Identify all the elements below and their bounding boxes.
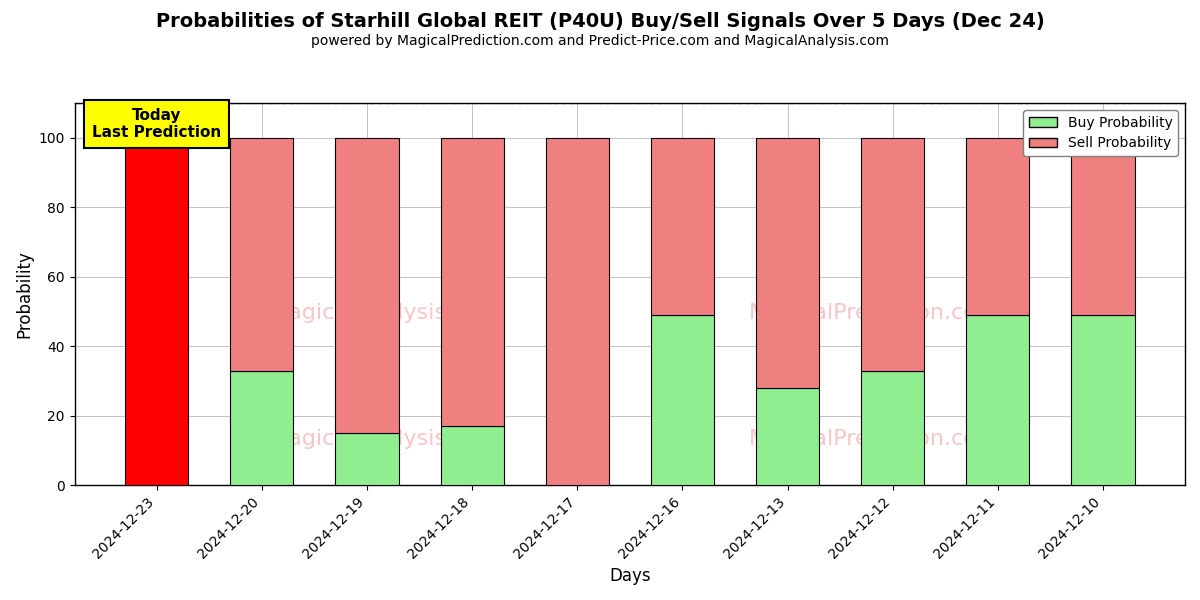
X-axis label: Days: Days bbox=[610, 567, 650, 585]
Bar bbox=[230, 371, 293, 485]
Bar bbox=[966, 315, 1030, 485]
Bar bbox=[125, 138, 188, 485]
Bar bbox=[1072, 315, 1134, 485]
Bar bbox=[336, 138, 398, 433]
Bar bbox=[966, 138, 1030, 315]
Text: MagicalPrediction.com: MagicalPrediction.com bbox=[749, 303, 1000, 323]
Bar bbox=[756, 138, 820, 388]
Bar bbox=[862, 371, 924, 485]
Bar bbox=[230, 138, 293, 371]
Text: MagicalAnalysis.com: MagicalAnalysis.com bbox=[270, 303, 502, 323]
Legend: Buy Probability, Sell Probability: Buy Probability, Sell Probability bbox=[1024, 110, 1178, 156]
Text: MagicalAnalysis.com: MagicalAnalysis.com bbox=[270, 430, 502, 449]
Bar bbox=[756, 388, 820, 485]
Bar bbox=[650, 315, 714, 485]
Bar bbox=[440, 426, 504, 485]
Text: Today
Last Prediction: Today Last Prediction bbox=[92, 107, 221, 140]
Text: Probabilities of Starhill Global REIT (P40U) Buy/Sell Signals Over 5 Days (Dec 2: Probabilities of Starhill Global REIT (P… bbox=[156, 12, 1044, 31]
Bar bbox=[440, 138, 504, 426]
Text: powered by MagicalPrediction.com and Predict-Price.com and MagicalAnalysis.com: powered by MagicalPrediction.com and Pre… bbox=[311, 34, 889, 48]
Bar bbox=[336, 433, 398, 485]
Text: MagicalPrediction.com: MagicalPrediction.com bbox=[749, 430, 1000, 449]
Y-axis label: Probability: Probability bbox=[16, 250, 34, 338]
Bar bbox=[862, 138, 924, 371]
Bar bbox=[1072, 138, 1134, 315]
Bar bbox=[546, 138, 608, 485]
Bar bbox=[650, 138, 714, 315]
